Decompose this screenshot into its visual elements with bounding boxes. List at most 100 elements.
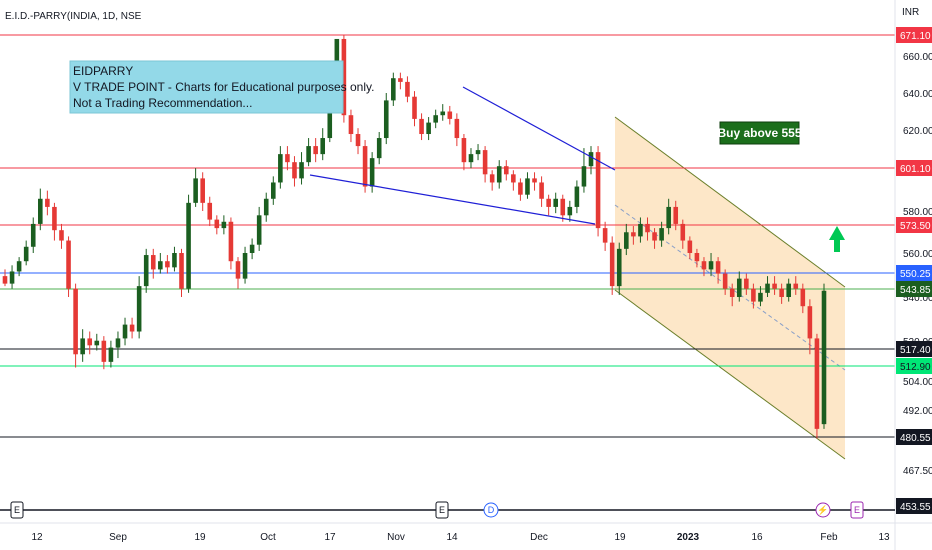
candle-74 bbox=[525, 172, 530, 199]
x-tick-2: 19 bbox=[194, 532, 206, 543]
candle-5 bbox=[38, 188, 43, 231]
candle-108 bbox=[765, 276, 770, 297]
note-line-3: Not a Trading Recommendation... bbox=[73, 96, 252, 110]
candle-39 bbox=[278, 146, 283, 189]
candle-107 bbox=[758, 286, 763, 307]
candle-106 bbox=[751, 283, 756, 309]
candle-96 bbox=[680, 219, 686, 249]
candle-70 bbox=[496, 160, 502, 189]
event-marker-4[interactable]: E bbox=[850, 501, 864, 519]
price-badge-4: 543.85 bbox=[896, 281, 932, 297]
svg-text:E: E bbox=[854, 505, 860, 515]
x-tick-7: Dec bbox=[530, 532, 548, 543]
candle-78 bbox=[553, 192, 559, 214]
candle-45 bbox=[320, 128, 326, 161]
candle-92 bbox=[652, 228, 657, 249]
candle-10 bbox=[73, 283, 78, 368]
candle-32 bbox=[228, 217, 234, 270]
y-tick-4: 560.00 bbox=[903, 249, 932, 260]
candle-73 bbox=[518, 178, 523, 201]
svg-text:480.55: 480.55 bbox=[900, 433, 931, 444]
candle-13 bbox=[94, 333, 100, 351]
candle-90 bbox=[638, 217, 643, 243]
x-axis-ticks: 12 Sep 19 Oct 17 Nov 14 Dec 19 2023 16 Feb 13 bbox=[31, 532, 890, 543]
candle-63 bbox=[447, 105, 453, 125]
candle-64 bbox=[454, 113, 460, 147]
x-tick-4: 17 bbox=[324, 532, 336, 543]
x-tick-8: 19 bbox=[614, 532, 626, 543]
candle-57 bbox=[405, 76, 410, 103]
candle-97 bbox=[687, 236, 693, 260]
y-tick-9: 467.50 bbox=[903, 466, 932, 477]
x-tick-5: Nov bbox=[387, 532, 405, 543]
channel-lower-line bbox=[614, 289, 846, 460]
candle-75 bbox=[532, 172, 537, 191]
wedge-lower-line bbox=[309, 174, 596, 225]
candle-41 bbox=[292, 156, 297, 187]
candle-95 bbox=[673, 200, 679, 231]
candle-65 bbox=[461, 134, 467, 171]
svg-text:671.10: 671.10 bbox=[900, 31, 931, 42]
event-marker-1[interactable]: E bbox=[435, 501, 449, 519]
candle-94 bbox=[666, 198, 671, 235]
event-marker-3[interactable]: ⚡ bbox=[815, 502, 831, 518]
candle-102 bbox=[722, 269, 728, 295]
note-line-1: EIDPARRY bbox=[73, 64, 133, 78]
price-badges: 671.10 601.10 573.50 550.25 543.85 517.40 512.… bbox=[896, 27, 932, 514]
x-tick-10: 16 bbox=[751, 532, 763, 543]
horizontal-levels bbox=[0, 34, 895, 438]
candle-23 bbox=[165, 255, 170, 274]
candle-111 bbox=[786, 278, 791, 302]
svg-text:601.10: 601.10 bbox=[900, 164, 931, 175]
candle-26 bbox=[186, 194, 191, 293]
svg-text:550.25: 550.25 bbox=[900, 269, 931, 280]
svg-text:D: D bbox=[488, 505, 495, 515]
event-marker-2[interactable]: D bbox=[483, 502, 499, 518]
x-tick-9: 2023 bbox=[677, 532, 700, 543]
candle-103 bbox=[729, 283, 735, 307]
candle-114 bbox=[807, 299, 813, 355]
candle-19 bbox=[136, 276, 142, 339]
candle-37 bbox=[263, 192, 269, 222]
candle-80 bbox=[567, 200, 573, 222]
candle-42 bbox=[299, 152, 304, 185]
candle-60 bbox=[426, 117, 431, 141]
buy-label: Buy above 555 bbox=[717, 126, 801, 140]
price-badge-0: 671.10 bbox=[896, 27, 932, 43]
candle-55 bbox=[391, 72, 396, 106]
candle-81 bbox=[574, 180, 580, 214]
candle-105 bbox=[744, 273, 749, 295]
candle-24 bbox=[172, 246, 177, 272]
candle-67 bbox=[475, 144, 481, 161]
candles bbox=[2, 35, 827, 439]
candle-93 bbox=[659, 221, 664, 247]
candle-98 bbox=[694, 248, 700, 268]
candle-33 bbox=[235, 257, 241, 289]
svg-text:453.55: 453.55 bbox=[900, 502, 931, 513]
candle-14 bbox=[101, 336, 107, 370]
candle-66 bbox=[468, 148, 474, 169]
note-line-2: V TRADE POINT - Charts for Educational p… bbox=[73, 80, 374, 94]
candle-15 bbox=[108, 340, 114, 368]
price-badge-3: 550.25 bbox=[896, 265, 932, 281]
x-tick-11: Feb bbox=[820, 532, 838, 543]
candle-112 bbox=[793, 276, 799, 295]
candle-79 bbox=[560, 194, 566, 222]
chart-title: E.I.D.-PARRY(INDIA, 1D, NSE bbox=[5, 11, 142, 22]
candle-59 bbox=[419, 113, 424, 141]
candle-113 bbox=[800, 283, 806, 314]
candle-88 bbox=[624, 223, 629, 256]
event-marker-0[interactable]: E bbox=[10, 501, 24, 519]
candle-89 bbox=[631, 226, 636, 245]
candle-20 bbox=[143, 248, 149, 293]
candle-110 bbox=[779, 283, 784, 304]
candle-61 bbox=[433, 109, 438, 129]
svg-text:E: E bbox=[439, 505, 445, 515]
x-tick-6: 14 bbox=[446, 532, 458, 543]
candle-82 bbox=[581, 148, 587, 193]
candle-56 bbox=[398, 72, 403, 90]
price-badge-7: 480.55 bbox=[896, 429, 932, 445]
candle-91 bbox=[645, 217, 650, 241]
candle-30 bbox=[214, 215, 220, 235]
